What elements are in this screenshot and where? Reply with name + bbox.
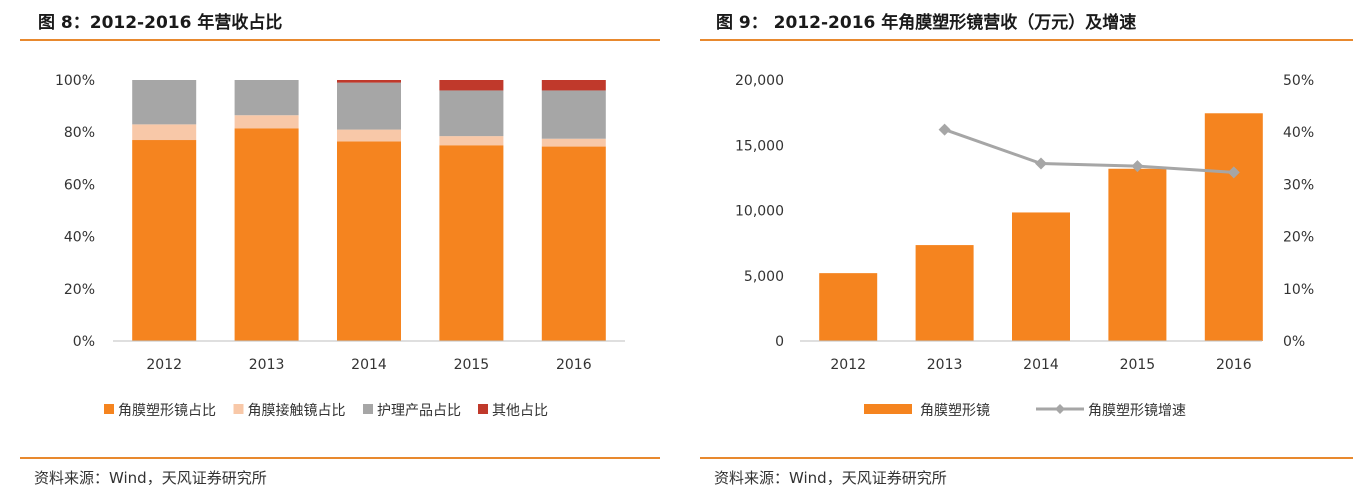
bar-segment <box>132 124 197 141</box>
y-right-tick-label: 20% <box>1283 230 1314 246</box>
left-stacked-bar-chart: 0% 20% 40% 60% 80% 100% 2012 2013 2014 2015 2016 角膜… <box>55 73 625 419</box>
bar-segment <box>541 80 606 91</box>
legend-swatch <box>478 404 488 414</box>
y-right-tick-label: 30% <box>1283 177 1314 193</box>
bar-segment <box>541 90 606 139</box>
y-tick-label: 100% <box>55 73 95 89</box>
left-figure-title: 图 8：2012-2016 年营收占比 <box>38 13 283 33</box>
right-figure-panel: 图 9： 2012-2016 年角膜塑形镜营收（万元）及增速 0 5,000 10,… <box>700 0 1359 493</box>
growth-line <box>944 128 1234 174</box>
right-source-note: 资料来源：Wind，天风证券研究所 <box>714 469 947 487</box>
legend-swatch <box>104 404 114 414</box>
legend-label: 角膜塑形镜 <box>920 403 990 419</box>
bar-segment <box>337 129 401 142</box>
bar-segment <box>439 145 504 341</box>
x-tick-label: 2013 <box>927 357 963 373</box>
x-tick-label: 2015 <box>454 357 490 373</box>
legend-swatch-marker <box>1055 404 1065 414</box>
x-tick-label: 2016 <box>556 357 592 373</box>
bar-segment <box>337 80 401 83</box>
y-left-tick-label: 15,000 <box>735 138 784 154</box>
y-tick-label: 40% <box>64 230 95 246</box>
revenue-bar <box>819 273 878 341</box>
bar-segment <box>337 82 401 130</box>
y-right-tick-label: 50% <box>1283 73 1314 89</box>
growth-point <box>1035 157 1047 170</box>
bar-segment <box>439 80 504 91</box>
y-tick-label: 0% <box>73 334 95 350</box>
right-combo-chart: 0 5,000 10,000 15,000 20,000 0% 10% 20% 30% 40% 50… <box>735 73 1314 419</box>
y-tick-label: 60% <box>64 177 95 193</box>
bar-segment <box>234 80 299 116</box>
y-right-tick-label: 10% <box>1283 282 1314 298</box>
y-left-tick-label: 20,000 <box>735 73 784 89</box>
left-figure-panel: 图 8：2012-2016 年营收占比 0% 20% 40% 60% 80% 100% 20… <box>0 0 660 493</box>
bar-segment <box>439 90 504 137</box>
legend-swatch <box>233 404 244 414</box>
growth-point <box>938 123 951 136</box>
growth-point <box>1227 166 1240 179</box>
x-tick-label: 2012 <box>146 357 182 373</box>
y-right-tick-label: 0% <box>1283 334 1305 350</box>
y-tick-label: 80% <box>64 125 95 141</box>
legend-swatch <box>363 404 373 414</box>
bar-segment <box>541 146 606 341</box>
right-title-rule <box>700 39 1353 41</box>
x-tick-label: 2013 <box>249 357 285 373</box>
right-figure-title: 图 9： 2012-2016 年角膜塑形镜营收（万元）及增速 <box>716 13 1137 33</box>
revenue-bar <box>1012 212 1070 341</box>
bar-segment <box>439 136 504 146</box>
left-source-note: 资料来源：Wind，天风证券研究所 <box>34 469 267 487</box>
bar-segment <box>132 140 197 341</box>
revenue-bar <box>1108 168 1167 341</box>
bar-segment <box>234 115 299 129</box>
left-title-rule <box>20 39 660 41</box>
growth-point <box>1131 160 1144 173</box>
y-left-tick-label: 10,000 <box>735 204 784 220</box>
left-source-rule <box>20 457 660 459</box>
y-tick-label: 20% <box>64 282 95 298</box>
bar-segment <box>541 138 606 147</box>
x-tick-label: 2012 <box>830 357 866 373</box>
legend-label: 角膜接触镜占比 <box>248 402 346 419</box>
bar-segment <box>234 128 299 341</box>
legend-label: 其他占比 <box>492 403 548 419</box>
bar-segment <box>132 80 197 125</box>
legend-label: 角膜塑形镜增速 <box>1088 403 1186 419</box>
y-left-tick-label: 5,000 <box>744 269 784 285</box>
x-tick-label: 2014 <box>1023 357 1059 373</box>
x-tick-label: 2015 <box>1120 357 1156 373</box>
legend-label: 角膜塑形镜占比 <box>118 403 216 419</box>
legend-swatch-bar <box>864 404 912 414</box>
y-right-tick-label: 40% <box>1283 125 1314 141</box>
legend-label: 护理产品占比 <box>377 403 461 419</box>
x-tick-label: 2014 <box>351 357 387 373</box>
bar-segment <box>337 141 401 341</box>
y-left-tick-label: 0 <box>775 334 784 350</box>
right-source-rule <box>700 457 1353 459</box>
revenue-bar <box>1204 113 1263 341</box>
x-tick-label: 2016 <box>1216 357 1252 373</box>
revenue-bar <box>915 245 974 341</box>
